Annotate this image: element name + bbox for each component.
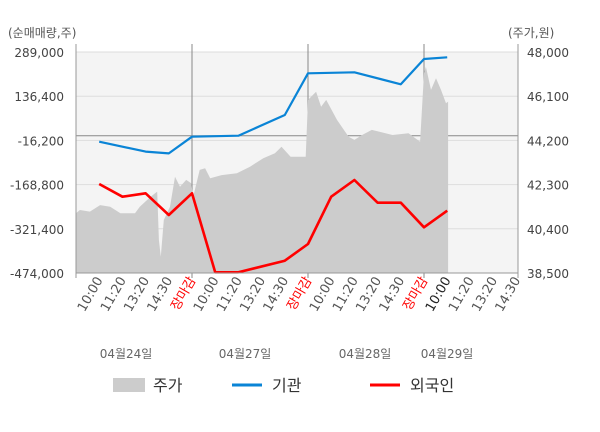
legend-label: 외국인 xyxy=(410,376,454,395)
left-tick-label: -16,200 xyxy=(18,134,64,148)
legend-label: 주가 xyxy=(153,376,183,395)
right-tick-label: 40,400 xyxy=(527,223,569,237)
left-tick-label: -168,800 xyxy=(10,179,64,193)
left-tick-label: -474,000 xyxy=(10,267,64,281)
day-label: 04월27일 xyxy=(219,347,272,361)
right-tick-label: 38,500 xyxy=(527,267,569,281)
left-tick-label: 289,000 xyxy=(14,46,64,60)
right-tick-label: 42,300 xyxy=(527,179,569,193)
day-label: 04월28일 xyxy=(339,347,392,361)
left-axis-title: (순매매량,주) xyxy=(8,26,76,40)
legend-label: 기관 xyxy=(272,376,302,395)
left-tick-label: 136,400 xyxy=(14,90,64,104)
right-axis-title: (주가,원) xyxy=(508,26,554,40)
day-label: 04월29일 xyxy=(421,347,474,361)
right-tick-label: 48,000 xyxy=(527,46,569,60)
legend-swatch-price xyxy=(113,378,145,392)
right-tick-label: 46,100 xyxy=(527,90,569,104)
day-label: 04월24일 xyxy=(100,347,153,361)
left-tick-label: -321,400 xyxy=(10,223,64,237)
legend: 주가 기관 외국인 xyxy=(113,376,454,395)
right-tick-label: 44,200 xyxy=(527,134,569,148)
